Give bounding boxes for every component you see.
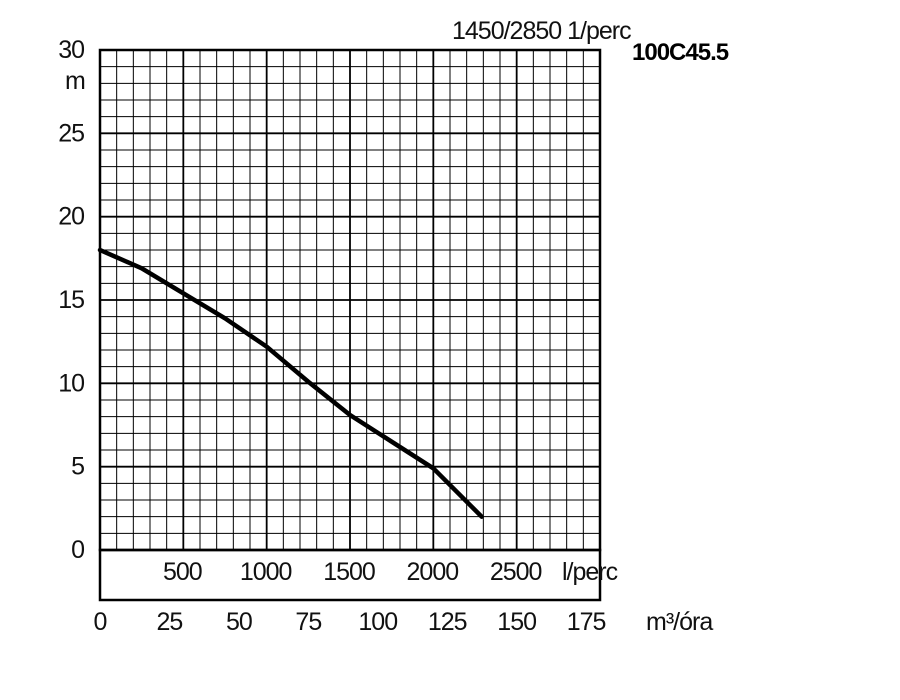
y-tick-label: 30 — [58, 36, 84, 64]
y-tick-label: 10 — [58, 369, 84, 397]
x-tick-label-lps: 1500 — [323, 558, 375, 586]
x-tick-label-m3h: 25 — [157, 608, 183, 636]
y-tick-label: 20 — [58, 203, 84, 231]
x-tick-label-lps: 2000 — [407, 558, 459, 586]
y-axis-tick-labels: 0 5 10 15 20 25 30 — [58, 36, 85, 564]
x-tick-label-m3h: 0 — [94, 608, 107, 636]
y-tick-label: 15 — [58, 286, 84, 314]
x-tick-label-lps: 1000 — [240, 558, 292, 586]
x-tick-label-lps: 2500 — [490, 558, 542, 586]
major-gridlines — [100, 50, 600, 550]
x-axis-lps-unit-label: l/perc — [562, 558, 618, 586]
x-tick-label-m3h: 50 — [226, 608, 252, 636]
x-axis-lps-tick-labels: 500 1000 1500 2000 2500 — [163, 558, 543, 586]
y-tick-label: 5 — [71, 453, 84, 481]
x-tick-label-m3h: 100 — [358, 608, 397, 636]
x-axis-box — [98, 548, 602, 602]
pump-head-curve — [97, 247, 484, 519]
y-tick-label: 0 — [71, 536, 84, 564]
x-axis-m3h-tick-labels: 0 25 50 75 100 125 150 175 — [94, 608, 607, 636]
y-axis-unit-label: m — [65, 67, 85, 95]
x-axis-m3h-unit-label: m³/óra — [646, 608, 713, 636]
x-tick-label-m3h: 125 — [428, 608, 467, 636]
x-tick-label-m3h: 75 — [295, 608, 321, 636]
x-tick-label-lps: 500 — [163, 558, 202, 586]
y-tick-label: 25 — [58, 119, 84, 147]
pump-model-label: 100C45.5 — [632, 39, 729, 66]
x-tick-label-m3h: 150 — [497, 608, 536, 636]
chart-title: 1450/2850 1/perc — [452, 17, 631, 45]
x-tick-label-m3h: 175 — [567, 608, 606, 636]
